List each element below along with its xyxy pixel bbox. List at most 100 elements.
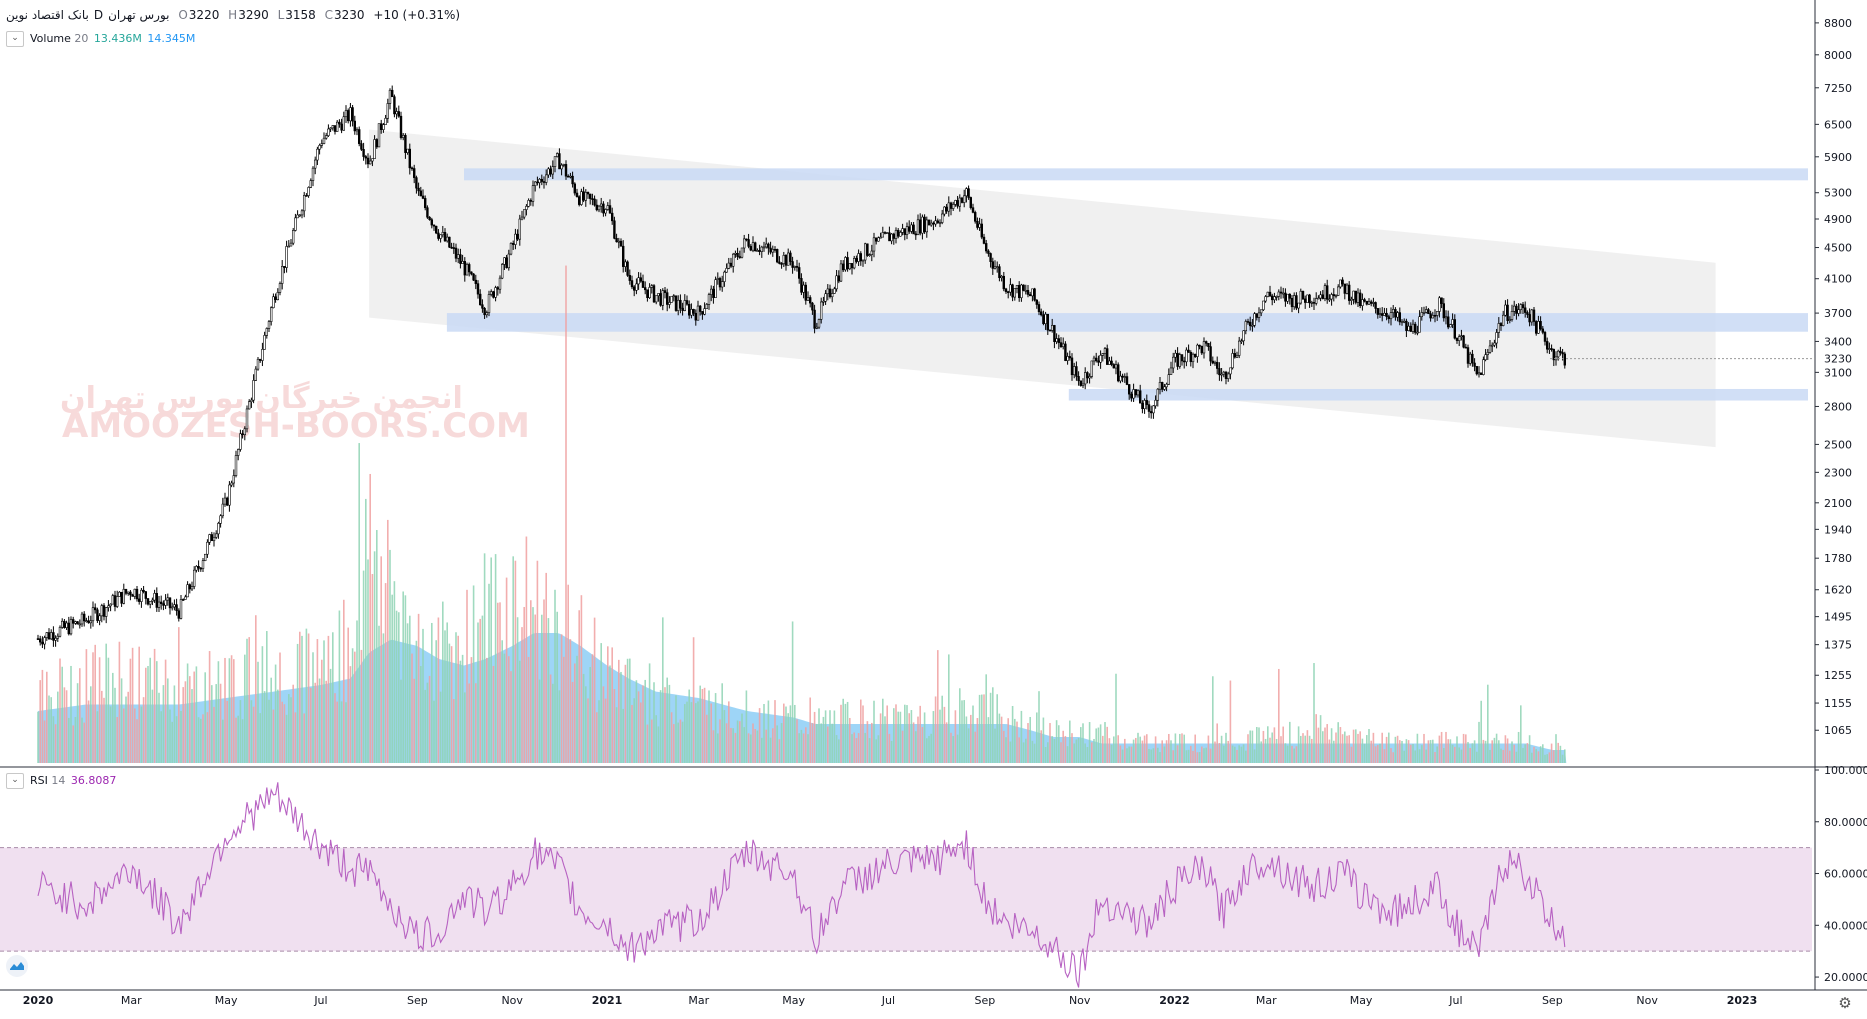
candle bbox=[595, 199, 599, 212]
volume-bar bbox=[156, 661, 158, 763]
volume-bar bbox=[505, 577, 508, 763]
volume-bar bbox=[428, 675, 431, 763]
candle bbox=[116, 590, 119, 609]
candle-body bbox=[885, 232, 889, 235]
candle-body bbox=[52, 632, 55, 641]
volume-bar bbox=[1095, 728, 1097, 763]
tradingview-logo-icon[interactable] bbox=[6, 955, 28, 977]
candle-body bbox=[1125, 376, 1129, 385]
volume-bar bbox=[587, 698, 589, 763]
volume-bar bbox=[774, 700, 776, 763]
volume-bar bbox=[54, 724, 57, 763]
rsi-legend-name: RSI bbox=[30, 774, 48, 787]
volume-bar bbox=[1225, 732, 1227, 763]
volume-legend[interactable]: ⌄ Volume 20 13.436M 14.345M bbox=[6, 31, 195, 47]
candle-body bbox=[298, 214, 301, 217]
candle bbox=[445, 233, 449, 243]
candle-body bbox=[857, 253, 860, 262]
candle bbox=[373, 135, 376, 159]
volume-bar bbox=[475, 683, 477, 763]
volume-bar bbox=[571, 681, 574, 763]
candle bbox=[863, 242, 867, 264]
volume-bar bbox=[1238, 745, 1240, 763]
volume-bar bbox=[63, 687, 66, 763]
candle-body bbox=[49, 632, 53, 640]
candle bbox=[892, 232, 896, 245]
volume-bar bbox=[404, 595, 407, 763]
candle bbox=[991, 257, 995, 275]
candle bbox=[1279, 286, 1283, 299]
candle-body bbox=[228, 484, 231, 506]
volume-bar bbox=[147, 666, 149, 763]
candle bbox=[848, 263, 852, 271]
candle bbox=[870, 244, 874, 262]
rsi-collapse-button[interactable]: ⌄ bbox=[6, 773, 24, 789]
volume-bar bbox=[1278, 668, 1280, 763]
candle-body bbox=[1438, 297, 1441, 312]
candle-body bbox=[1112, 364, 1116, 369]
candle bbox=[188, 583, 191, 594]
candle bbox=[921, 214, 924, 240]
candle bbox=[397, 105, 400, 118]
volume-bar bbox=[745, 690, 748, 763]
candle-body bbox=[179, 599, 183, 619]
candle-body bbox=[1046, 313, 1050, 331]
candle-body bbox=[1048, 329, 1052, 332]
candle bbox=[338, 119, 341, 128]
candle bbox=[454, 243, 458, 263]
candle-body bbox=[496, 287, 499, 290]
candle bbox=[1092, 355, 1096, 366]
candle-body bbox=[155, 593, 158, 608]
candle-body bbox=[138, 598, 141, 602]
price-tick-label: 1155 bbox=[1824, 697, 1852, 710]
volume-bar bbox=[1528, 735, 1531, 763]
candle bbox=[894, 227, 898, 244]
candle-body bbox=[318, 145, 321, 150]
candle-body bbox=[549, 168, 552, 175]
volume-bar bbox=[549, 674, 552, 763]
volume-bar bbox=[1447, 739, 1449, 763]
support-zone bbox=[1068, 388, 1808, 401]
candle-body bbox=[591, 198, 594, 200]
candle bbox=[1048, 329, 1052, 332]
volume-bar bbox=[1245, 750, 1247, 763]
candle bbox=[536, 176, 539, 186]
candle bbox=[1141, 400, 1144, 414]
volume-bar bbox=[1231, 745, 1234, 763]
candle-body bbox=[142, 589, 145, 592]
candle-body bbox=[426, 207, 429, 218]
candle bbox=[1337, 284, 1340, 296]
rsi-tick-label: 100.0000 bbox=[1824, 764, 1867, 777]
volume-bar bbox=[70, 665, 72, 763]
candle bbox=[835, 269, 838, 292]
candle bbox=[76, 621, 79, 625]
volume-bar bbox=[998, 713, 1001, 763]
rsi-legend[interactable]: ⌄ RSI 14 36.8087 bbox=[6, 773, 116, 789]
close-value: 3230 bbox=[334, 8, 365, 22]
interval[interactable]: D bbox=[93, 8, 104, 22]
candle bbox=[1017, 281, 1021, 302]
gear-icon[interactable]: ⚙ bbox=[1838, 994, 1852, 1012]
candle-body bbox=[285, 246, 288, 268]
volume-bar bbox=[948, 654, 950, 763]
candle bbox=[1488, 340, 1492, 354]
candle-body bbox=[1268, 291, 1272, 297]
candle bbox=[573, 182, 577, 196]
volume-bar bbox=[94, 644, 96, 763]
volume-collapse-button[interactable]: ⌄ bbox=[6, 31, 24, 47]
volume-bar bbox=[1135, 737, 1137, 763]
candle bbox=[67, 616, 71, 636]
candle-body bbox=[1561, 352, 1564, 355]
volume-bar bbox=[1251, 730, 1254, 763]
low-value: 3158 bbox=[285, 8, 316, 22]
volume-bar bbox=[589, 667, 591, 763]
candle-body bbox=[1440, 297, 1443, 304]
candle bbox=[569, 172, 572, 179]
candle bbox=[313, 156, 317, 175]
candle-body bbox=[1407, 325, 1410, 331]
candle bbox=[1040, 308, 1043, 317]
candle-body bbox=[1031, 288, 1034, 297]
candle-body bbox=[874, 237, 878, 242]
